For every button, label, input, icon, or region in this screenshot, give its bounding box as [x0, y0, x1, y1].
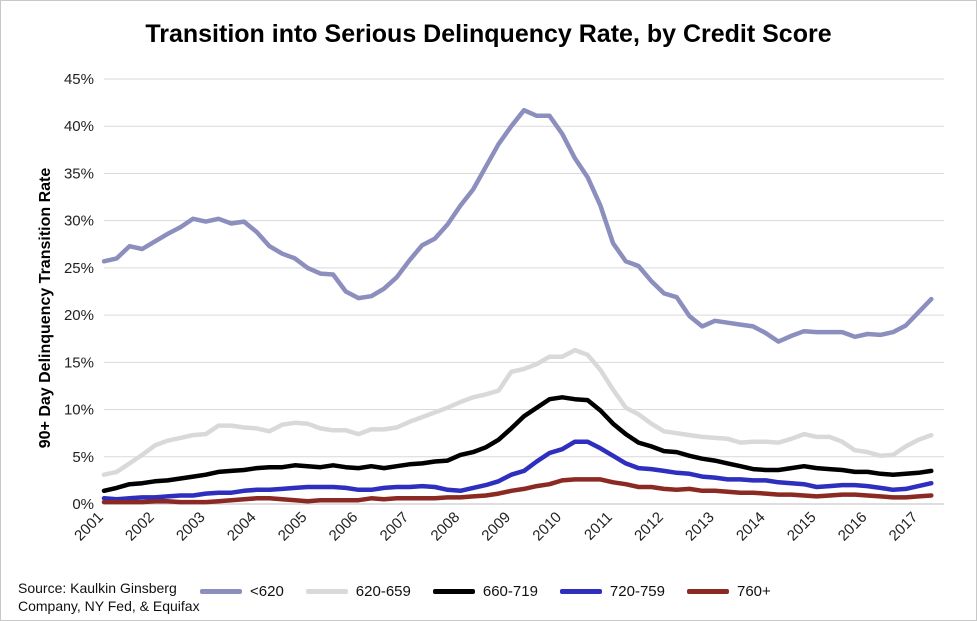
source-note: Source: Kaulkin Ginsberg Company, NY Fed… — [18, 580, 200, 614]
legend-swatch — [559, 588, 602, 594]
x-tick-label: 2009 — [478, 509, 514, 545]
x-tick-label: 2001 — [71, 509, 107, 545]
y-tick-label: 35% — [64, 165, 94, 182]
x-tick-label: 2017 — [886, 509, 922, 545]
legend-label: <620 — [250, 582, 284, 600]
y-tick-label: 0% — [72, 496, 94, 513]
x-tick-label: 2011 — [581, 509, 616, 544]
legend-label: 660-719 — [482, 582, 538, 600]
legend-label: 760+ — [736, 582, 771, 600]
series-line-720-759 — [101, 439, 934, 502]
x-tick-label: 2005 — [275, 509, 311, 545]
x-tick-label: 2002 — [122, 509, 158, 545]
gridlines — [104, 78, 944, 505]
x-tick-label: 2008 — [428, 509, 464, 545]
x-tick-label: 2004 — [224, 509, 260, 545]
series-lines — [101, 107, 934, 505]
x-tick-label: 2014 — [733, 509, 769, 545]
y-axis-ticks: 0% 5% 10% 15% 20% 25% 30% 35% 40% 45% — [64, 71, 94, 513]
chart-title: Transition into Serious Delinquency Rate… — [145, 20, 832, 48]
legend-label: 620-659 — [355, 582, 411, 600]
series-line-620 — [101, 107, 934, 344]
x-tick-label: 2012 — [631, 509, 667, 545]
legend-swatch — [686, 588, 729, 594]
legend-label: 720-759 — [609, 582, 665, 600]
x-tick-label: 2013 — [682, 509, 718, 545]
y-tick-label: 45% — [64, 71, 94, 88]
series-line-660-719 — [101, 395, 934, 494]
series-line-760 — [101, 477, 934, 505]
legend-swatch — [305, 588, 348, 594]
x-tick-label: 2006 — [326, 509, 362, 545]
x-tick-label: 2015 — [784, 509, 820, 545]
legend-item: 760+ — [686, 582, 771, 600]
legend-item: 620-659 — [305, 582, 411, 600]
y-tick-label: 25% — [64, 260, 94, 277]
y-tick-label: 20% — [64, 307, 94, 324]
x-tick-label: 2003 — [173, 509, 209, 545]
y-tick-label: 5% — [72, 449, 94, 466]
y-tick-label: 30% — [64, 213, 94, 230]
x-tick-label: 2010 — [529, 509, 565, 545]
y-axis-label: 90+ Day Delinquency Transition Rate — [37, 168, 54, 449]
legend-item: <620 — [200, 583, 284, 600]
legend: <620 620-659 660-719 720-759 760+ — [200, 580, 793, 602]
x-tick-label: 2007 — [377, 509, 413, 545]
y-tick-label: 10% — [64, 402, 94, 419]
y-tick-label: 15% — [64, 354, 94, 371]
series-line-620-659 — [101, 347, 934, 477]
x-axis-ticks: 2001 2002 2003 2004 2005 2006 2007 2008 2009 2010… — [71, 509, 921, 545]
y-tick-label: 40% — [64, 118, 94, 135]
legend-swatch — [432, 588, 475, 594]
legend-swatch — [200, 588, 242, 594]
legend-item: 660-719 — [432, 582, 538, 600]
x-tick-label: 2016 — [835, 509, 871, 545]
legend-item: 720-759 — [559, 582, 665, 600]
